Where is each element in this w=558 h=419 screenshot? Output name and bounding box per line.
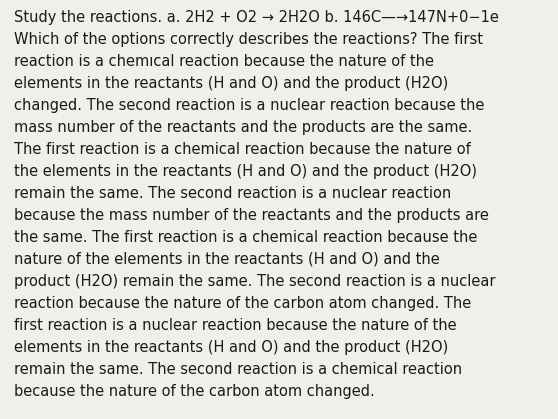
Text: first reaction is a nuclear reaction because the nature of the: first reaction is a nuclear reaction bec… xyxy=(14,318,456,333)
Text: The first reaction is a chemical reaction because the nature of: The first reaction is a chemical reactio… xyxy=(14,142,471,157)
Text: the elements in the reactants (H and O) and the product (H2O): the elements in the reactants (H and O) … xyxy=(14,164,477,179)
Text: elements in the reactants (H and O) and the product (H2O): elements in the reactants (H and O) and … xyxy=(14,340,448,355)
Text: Study the reactions. a. 2H2 + O2 → 2H2O b. 146C—→147N+0−1e: Study the reactions. a. 2H2 + O2 → 2H2O … xyxy=(14,10,499,25)
Text: product (H2O) remain the same. The second reaction is a nuclear: product (H2O) remain the same. The secon… xyxy=(14,274,496,289)
Text: reaction is a chemıcal reaction because the nature of the: reaction is a chemıcal reaction because … xyxy=(14,54,434,69)
Text: remain the same. The second reaction is a nuclear reaction: remain the same. The second reaction is … xyxy=(14,186,451,201)
Text: changed. The second reaction is a nuclear reaction because the: changed. The second reaction is a nuclea… xyxy=(14,98,484,113)
Text: because the mass number of the reactants and the products are: because the mass number of the reactants… xyxy=(14,208,489,223)
Text: elements in the reactants (H and O) and the product (H2O): elements in the reactants (H and O) and … xyxy=(14,76,448,91)
Text: the same. The first reaction is a chemical reaction because the: the same. The first reaction is a chemic… xyxy=(14,230,478,245)
Text: nature of the elements in the reactants (H and O) and the: nature of the elements in the reactants … xyxy=(14,252,440,267)
Text: Which of the options correctly describes the reactions? The first: Which of the options correctly describes… xyxy=(14,32,483,47)
Text: mass number of the reactants and the products are the same.: mass number of the reactants and the pro… xyxy=(14,120,472,135)
Text: reaction because the nature of the carbon atom changed. The: reaction because the nature of the carbo… xyxy=(14,296,472,311)
Text: because the nature of the carbon atom changed.: because the nature of the carbon atom ch… xyxy=(14,384,375,399)
Text: remain the same. The second reaction is a chemical reaction: remain the same. The second reaction is … xyxy=(14,362,462,377)
